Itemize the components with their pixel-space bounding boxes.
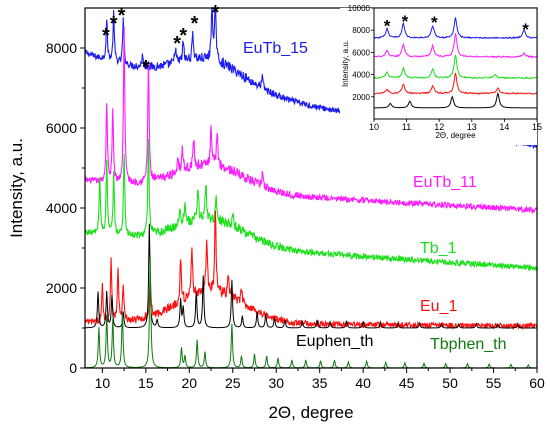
peak-asterisk-3: * — [142, 57, 150, 79]
peak-asterisk-6: * — [191, 13, 199, 35]
inset-series-line-0 — [374, 17, 537, 40]
inset-y-tick-label-6000: 6000 — [352, 48, 370, 57]
inset-x-tick-label-10: 10 — [369, 122, 379, 132]
x-tick-label-40: 40 — [355, 375, 371, 391]
inset-y-tick-label-8000: 8000 — [352, 26, 370, 35]
y-tick-label-8000: 8000 — [46, 40, 77, 56]
plot-frame — [84, 7, 538, 369]
inset-plot: 10 11 12 13 14 15 2000 4000 6000 8000 10000 2Θ, deg… — [340, 4, 542, 145]
inset-series-line-1 — [374, 33, 537, 59]
inset-peak-asterisk-0: * — [384, 17, 391, 36]
inset-background — [374, 8, 537, 119]
main-plot: 10 15 20 25 30 35 40 45 50 55 60 0 2000 4000 6000 8000 2… — [7, 2, 545, 422]
x-tick-label-55: 55 — [486, 375, 502, 391]
x-tick-label-10: 10 — [95, 375, 111, 391]
inset-peak-asterisk-2: * — [431, 13, 438, 32]
series-line-euphen-th — [85, 223, 537, 329]
inset-series-line-2 — [374, 54, 537, 80]
inset-peak-asterisk-3: * — [522, 20, 529, 39]
x-tick-label-20: 20 — [182, 375, 198, 391]
inset-x-tick-label-13: 13 — [467, 122, 477, 132]
series-label-euphen-th: Euphen_th — [296, 333, 373, 350]
peak-asterisk-7: * — [211, 2, 219, 24]
peak-asterisk-0: * — [102, 25, 110, 47]
peak-asterisk-2: * — [118, 5, 126, 27]
inset-series-line-4 — [374, 91, 537, 109]
y-tick-label-4000: 4000 — [46, 200, 77, 216]
inset-y-tick-label-2000: 2000 — [352, 93, 370, 102]
series-line-eutb-11 — [85, 26, 537, 215]
series-label-tbphen-th: Tbphen_th — [430, 336, 507, 353]
inset-margin-left — [340, 8, 374, 145]
inset-x-tick-label-15: 15 — [532, 122, 542, 132]
inset-x-tick-label-11: 11 — [402, 122, 411, 132]
inset-series-line-3 — [374, 72, 537, 95]
x-tick-label-45: 45 — [399, 375, 415, 391]
inset-x-tick-label-12: 12 — [434, 122, 444, 132]
series-label-eutb-11: EuTb_11 — [413, 174, 477, 191]
peak-asterisk-5: * — [179, 25, 187, 47]
inset-y-tick-label-10000: 10000 — [348, 4, 371, 13]
inset-margin-bottom — [374, 119, 537, 145]
series-label-eutb-15: EuTb_15 — [243, 40, 308, 57]
x-tick-label-35: 35 — [312, 375, 328, 391]
inset-x-axis-label: 2Θ, degree — [435, 131, 476, 140]
x-tick-label-25: 25 — [225, 375, 241, 391]
x-axis-label: 2Θ, degree — [268, 403, 353, 422]
y-axis-label: Intensity, a.u. — [7, 138, 26, 238]
x-tick-label-60: 60 — [529, 375, 545, 391]
y-tick-label-0: 0 — [69, 360, 77, 376]
inset-frame — [373, 7, 538, 120]
peak-asterisk-1: * — [110, 13, 118, 35]
y-tick-label-6000: 6000 — [46, 120, 77, 136]
inset-y-tick-label-4000: 4000 — [352, 71, 370, 80]
series-line-eu-1 — [85, 210, 537, 331]
inset-y-axis-label: Intensity, a.u. — [341, 40, 350, 87]
inset-x-tick-label-14: 14 — [499, 122, 509, 132]
x-tick-label-30: 30 — [268, 375, 284, 391]
series-label-tb-1: Tb_1 — [420, 240, 457, 257]
peak-asterisk-4: * — [173, 33, 181, 55]
series-line-tb-1 — [85, 138, 537, 272]
x-tick-label-15: 15 — [138, 375, 154, 391]
inset-peak-asterisk-1: * — [402, 12, 409, 31]
y-tick-label-2000: 2000 — [46, 280, 77, 296]
x-tick-label-50: 50 — [442, 375, 458, 391]
series-label-eu-1: Eu_1 — [420, 298, 457, 315]
